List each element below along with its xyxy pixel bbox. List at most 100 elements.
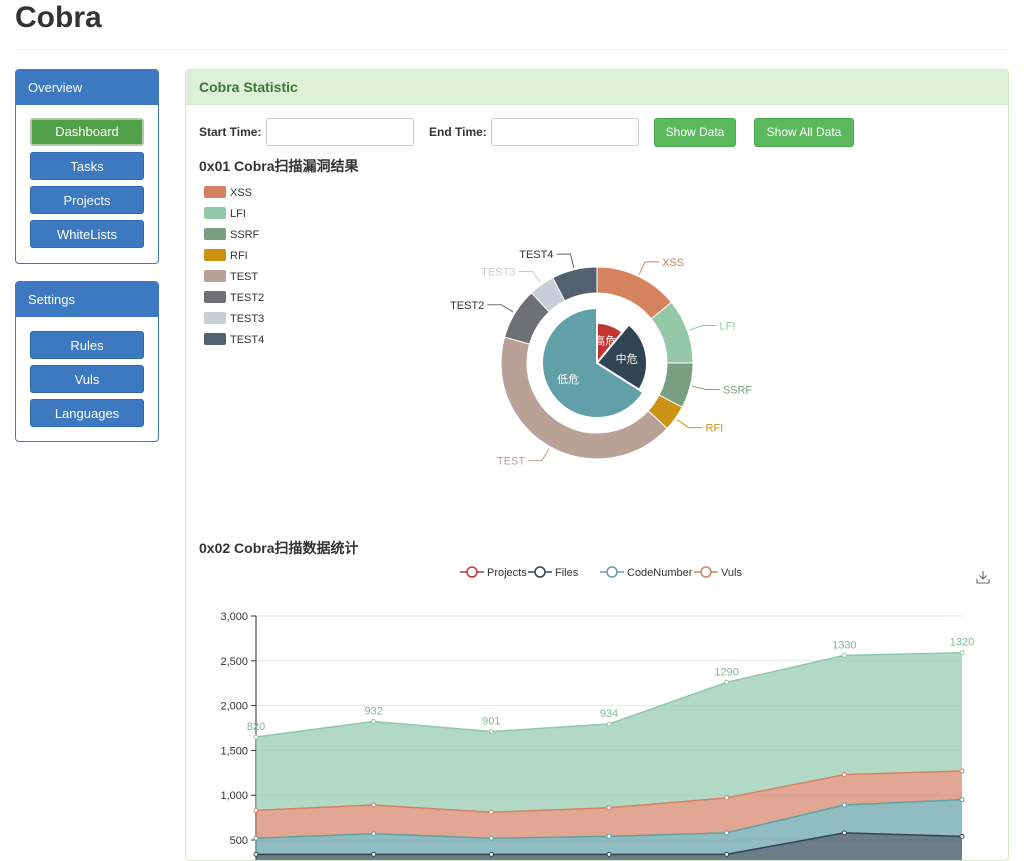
whitelists-button[interactable]: WhiteLists xyxy=(30,220,144,248)
legend-item-test3[interactable]: TEST3 xyxy=(204,312,264,325)
data-label: 901 xyxy=(482,715,500,727)
slice-test4[interactable] xyxy=(552,266,598,302)
point[interactable] xyxy=(606,851,612,857)
slice-label-xss: XSS xyxy=(662,257,684,269)
svg-text:TEST4: TEST4 xyxy=(230,334,264,346)
point[interactable] xyxy=(606,805,612,811)
legend-files[interactable]: Files xyxy=(528,566,579,579)
scan-area-chart: Projects Files CodeNumber Vuls 500 1,000 1,500… xyxy=(220,566,974,860)
svg-text:SSRF: SSRF xyxy=(230,229,260,241)
legend-vuls[interactable]: Vuls xyxy=(694,566,742,579)
legend-item-rfi[interactable]: RFI xyxy=(204,249,248,262)
legend-projects[interactable]: Projects xyxy=(460,566,527,579)
svg-text:Vuls: Vuls xyxy=(721,567,742,579)
leader-line-rfi xyxy=(676,419,703,429)
point[interactable] xyxy=(841,652,847,658)
point[interactable] xyxy=(488,728,494,734)
data-label: 1290 xyxy=(714,666,738,678)
point[interactable] xyxy=(724,851,730,857)
point[interactable] xyxy=(606,721,612,727)
data-label: 1330 xyxy=(832,639,856,651)
leader-line-ssrf xyxy=(692,385,720,391)
point[interactable] xyxy=(371,831,377,837)
legend-item-test[interactable]: TEST xyxy=(204,270,258,283)
leader-line-test3 xyxy=(518,270,541,284)
leader-line-test xyxy=(528,448,550,462)
slice-label-lfi: LFI xyxy=(720,320,736,332)
leader-line-xss xyxy=(638,261,660,275)
settings-panel: Settings Rules Vuls Languages xyxy=(15,281,159,442)
point[interactable] xyxy=(724,679,730,685)
svg-text:XSS: XSS xyxy=(230,187,252,199)
point[interactable] xyxy=(253,807,259,813)
point[interactable] xyxy=(959,650,965,656)
ytick-label-3000: 3,000 xyxy=(220,611,248,623)
point[interactable] xyxy=(841,772,847,778)
tasks-button[interactable]: Tasks xyxy=(30,152,144,180)
ytick-label-500: 500 xyxy=(230,835,248,847)
inner-slice-label-2: 低危 xyxy=(557,373,579,386)
area-codenumber xyxy=(256,799,962,855)
point[interactable] xyxy=(488,809,494,815)
point[interactable] xyxy=(841,830,847,836)
legend-item-ssrf[interactable]: SSRF xyxy=(204,228,260,241)
point[interactable] xyxy=(371,719,377,725)
area-vuls xyxy=(256,771,962,839)
end-time-label: End Time: xyxy=(429,125,487,139)
statistic-heading: Cobra Statistic xyxy=(186,70,1008,105)
point[interactable] xyxy=(606,833,612,839)
svg-text:LFI: LFI xyxy=(230,208,246,220)
overview-heading: Overview xyxy=(16,70,158,105)
point[interactable] xyxy=(253,835,259,841)
slice-label-test2: TEST2 xyxy=(450,300,484,312)
dashboard-button[interactable]: Dashboard xyxy=(30,118,144,146)
section2-title: 0x02 Cobra扫描数据统计 xyxy=(199,540,359,556)
slice-label-test4: TEST4 xyxy=(519,249,553,261)
data-label: 932 xyxy=(364,706,382,718)
languages-button[interactable]: Languages xyxy=(30,399,144,427)
point[interactable] xyxy=(959,768,965,774)
svg-text:CodeNumber: CodeNumber xyxy=(627,567,693,579)
rules-button[interactable]: Rules xyxy=(30,331,144,359)
slice-label-rfi: RFI xyxy=(706,423,724,435)
ytick-label-1000: 1,000 xyxy=(220,790,248,802)
point[interactable] xyxy=(488,851,494,857)
inner-slice-label-1: 中危 xyxy=(616,352,638,365)
leader-line-test4 xyxy=(556,253,575,268)
legend-item-test2[interactable]: TEST2 xyxy=(204,291,264,304)
point[interactable] xyxy=(724,795,730,801)
inner-slice-label-0: 高危 xyxy=(594,333,616,347)
slice-label-test3: TEST3 xyxy=(481,266,515,278)
point[interactable] xyxy=(371,851,377,857)
vuln-pie-chart: XSS LFI SSRF RFI TEST TEST2 TEST3 TEST4 XSS LFI SS… xyxy=(204,186,752,468)
svg-text:TEST3: TEST3 xyxy=(230,313,264,325)
title-divider xyxy=(15,49,1008,50)
start-time-input[interactable] xyxy=(266,118,414,146)
app-title: Cobra xyxy=(15,1,102,34)
point[interactable] xyxy=(253,851,259,857)
projects-button[interactable]: Projects xyxy=(30,186,144,214)
point[interactable] xyxy=(959,797,965,803)
point[interactable] xyxy=(371,802,377,808)
legend-item-lfi[interactable]: LFI xyxy=(204,207,246,220)
point[interactable] xyxy=(959,833,965,839)
point[interactable] xyxy=(253,734,259,740)
ytick-label-1500: 1,500 xyxy=(220,745,248,757)
slice-label-test: TEST xyxy=(497,456,525,468)
leader-line-lfi xyxy=(689,324,717,331)
slice-test[interactable] xyxy=(500,336,668,460)
vuls-button[interactable]: Vuls xyxy=(30,365,144,393)
legend-item-xss[interactable]: XSS xyxy=(204,186,252,199)
point[interactable] xyxy=(724,830,730,836)
legend-codenumber[interactable]: CodeNumber xyxy=(600,566,693,579)
point[interactable] xyxy=(841,802,847,808)
statistic-panel: Cobra Statistic Start Time: End Time: Sh… xyxy=(185,69,1009,861)
end-time-input[interactable] xyxy=(491,118,639,146)
inner-slice-2[interactable] xyxy=(541,306,645,419)
point[interactable] xyxy=(488,835,494,841)
legend-item-test4[interactable]: TEST4 xyxy=(204,333,264,346)
show-all-data-button[interactable]: Show All Data xyxy=(754,118,854,147)
svg-text:TEST: TEST xyxy=(230,271,258,283)
show-data-button[interactable]: Show Data xyxy=(654,118,736,147)
download-icon[interactable] xyxy=(976,570,990,584)
